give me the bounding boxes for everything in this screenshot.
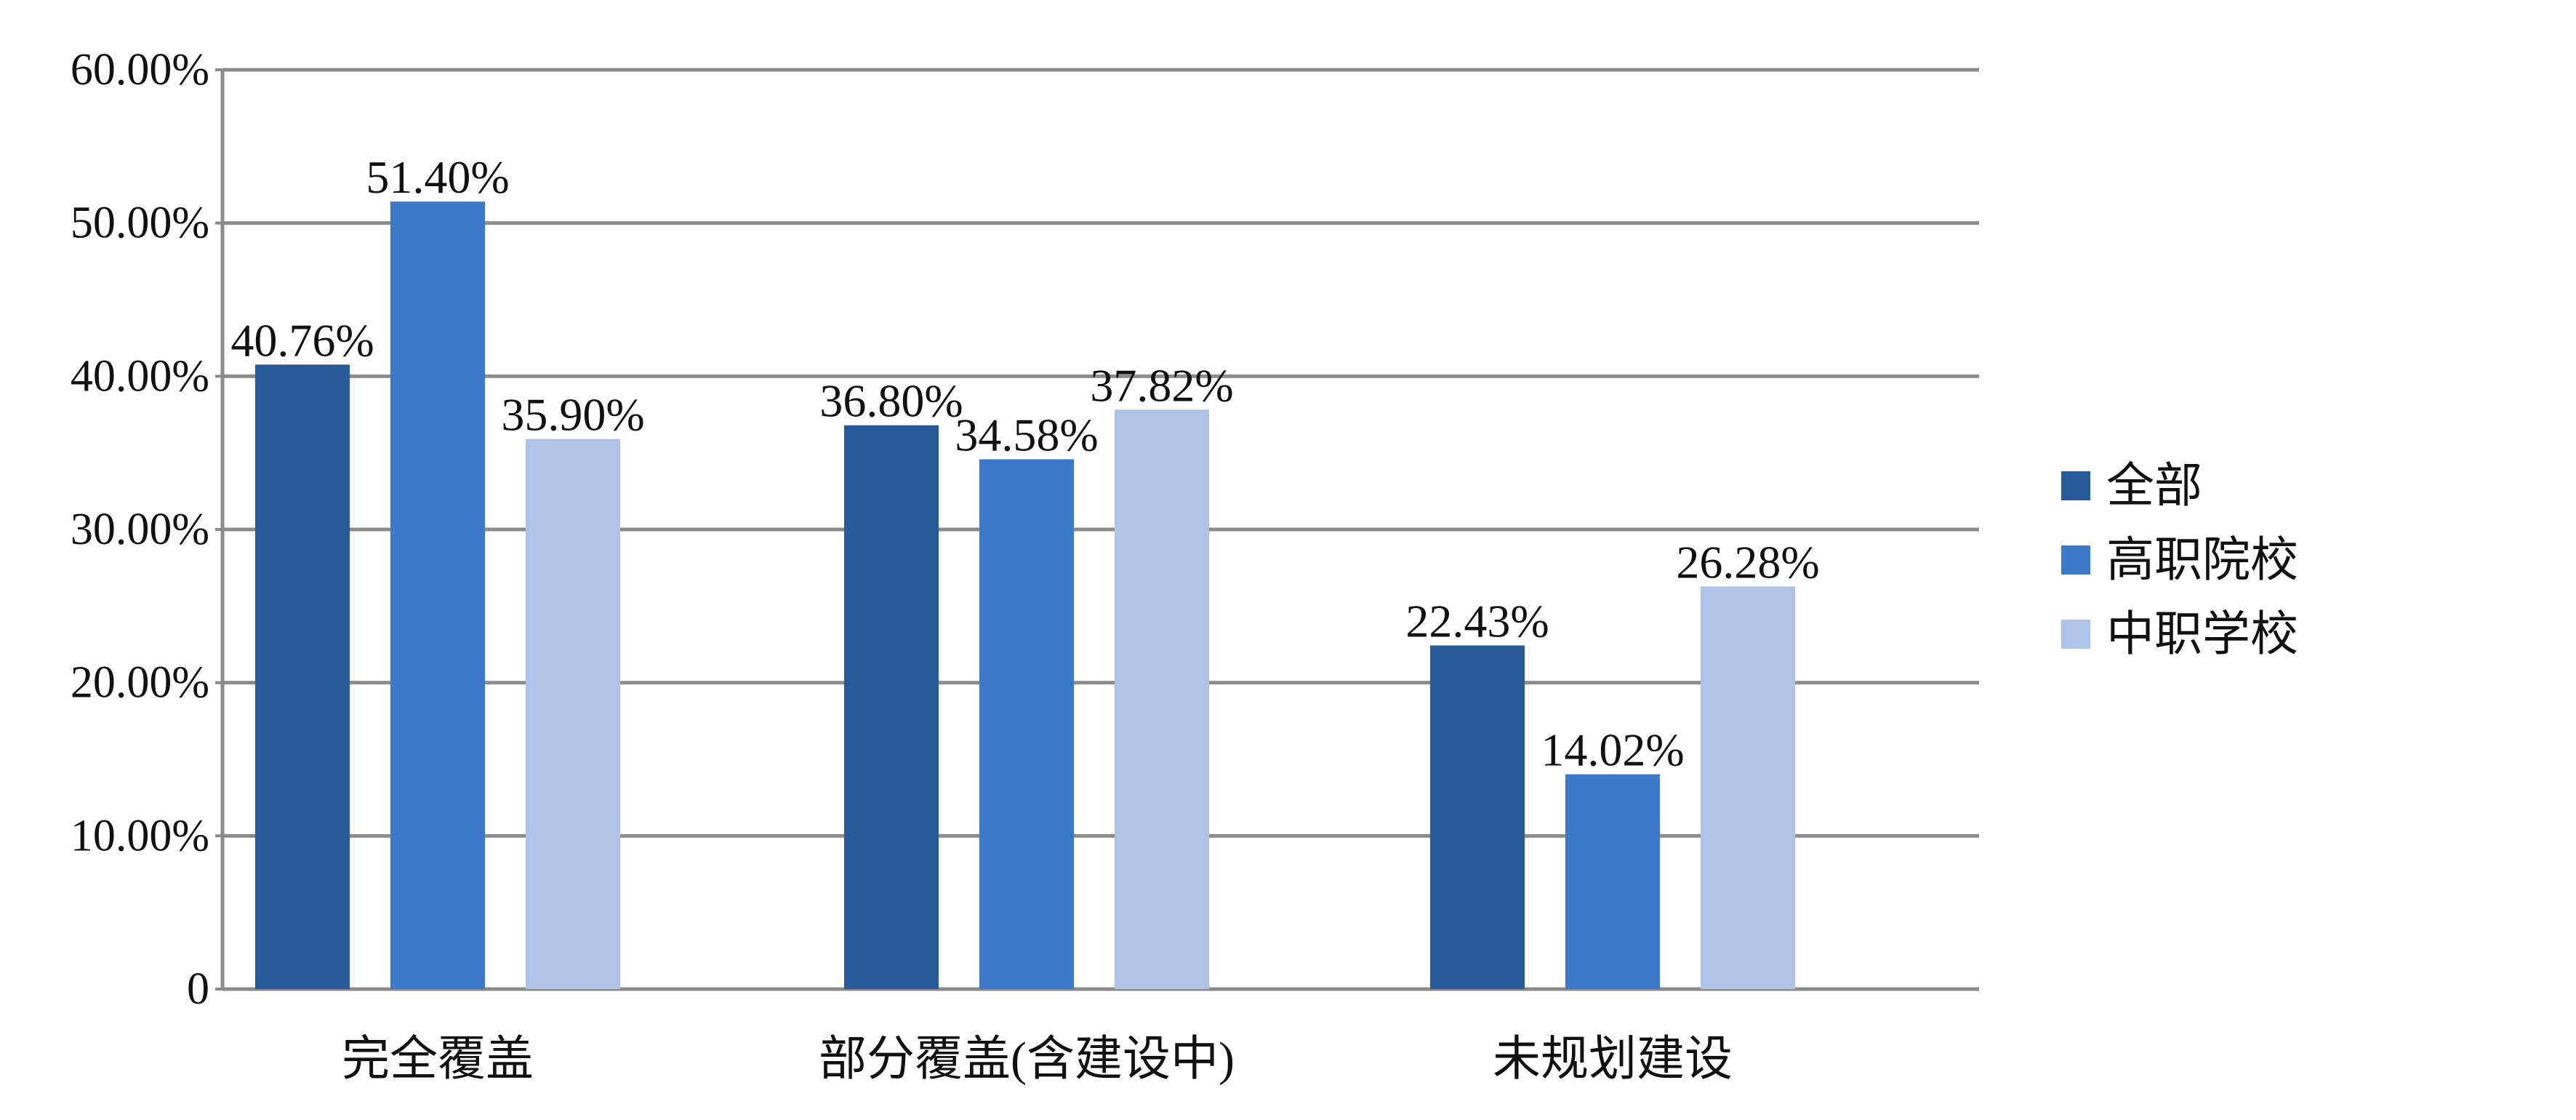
- data-label: 36.80%: [819, 375, 963, 427]
- bar-1-1: [255, 364, 350, 990]
- data-label: 51.40%: [366, 151, 509, 203]
- y-tick-label: 40.00%: [71, 351, 209, 401]
- bar-1-2: [844, 425, 939, 989]
- x-category-label: 完全覆盖: [342, 1033, 534, 1086]
- legend-label: 全部: [2106, 460, 2202, 513]
- y-tick-label: 30.00%: [71, 505, 209, 554]
- gridlines: [222, 68, 1979, 838]
- legend-label: 中职学校: [2106, 608, 2298, 661]
- x-axis-category-labels: 完全覆盖 部分覆盖(含建设中) 未规划建设: [342, 1033, 1733, 1086]
- x-category-label: 未规划建设: [1493, 1033, 1733, 1086]
- bars: [255, 201, 1795, 990]
- bar-3-3: [1701, 586, 1795, 989]
- bar-3-2: [1115, 409, 1209, 989]
- data-label: 37.82%: [1090, 359, 1233, 411]
- data-label: 35.90%: [501, 389, 644, 441]
- bar-1-3: [1430, 645, 1525, 989]
- x-category-label: 部分覆盖(含建设中): [819, 1033, 1235, 1086]
- y-tick-label: 0: [187, 964, 209, 1014]
- data-labels: 40.76% 36.80% 22.43% 51.40% 34.58% 14.02% 35.9…: [230, 151, 1819, 775]
- legend-swatch: [2061, 545, 2090, 575]
- data-label: 34.58%: [955, 409, 1098, 461]
- data-label: 26.28%: [1676, 536, 1819, 588]
- legend-swatch: [2061, 471, 2090, 500]
- bar-2-2: [979, 459, 1074, 989]
- y-axis-tick-labels: 0 10.00% 20.00% 30.00% 40.00% 50.00% 60.00%: [71, 45, 209, 1014]
- data-label: 14.02%: [1541, 724, 1684, 776]
- bar-2-1: [390, 201, 485, 989]
- data-label: 22.43%: [1405, 595, 1549, 647]
- legend-swatch: [2061, 620, 2090, 649]
- data-label: 40.76%: [230, 314, 374, 366]
- y-tick-label: 20.00%: [71, 658, 209, 708]
- bar-2-3: [1565, 774, 1660, 989]
- y-tick-label: 10.00%: [71, 811, 209, 860]
- y-tick-label: 50.00%: [71, 199, 209, 248]
- bar-3-1: [526, 439, 620, 989]
- legend-label: 高职院校: [2106, 534, 2298, 587]
- y-tick-label: 60.00%: [71, 45, 209, 95]
- axes: [215, 68, 1979, 991]
